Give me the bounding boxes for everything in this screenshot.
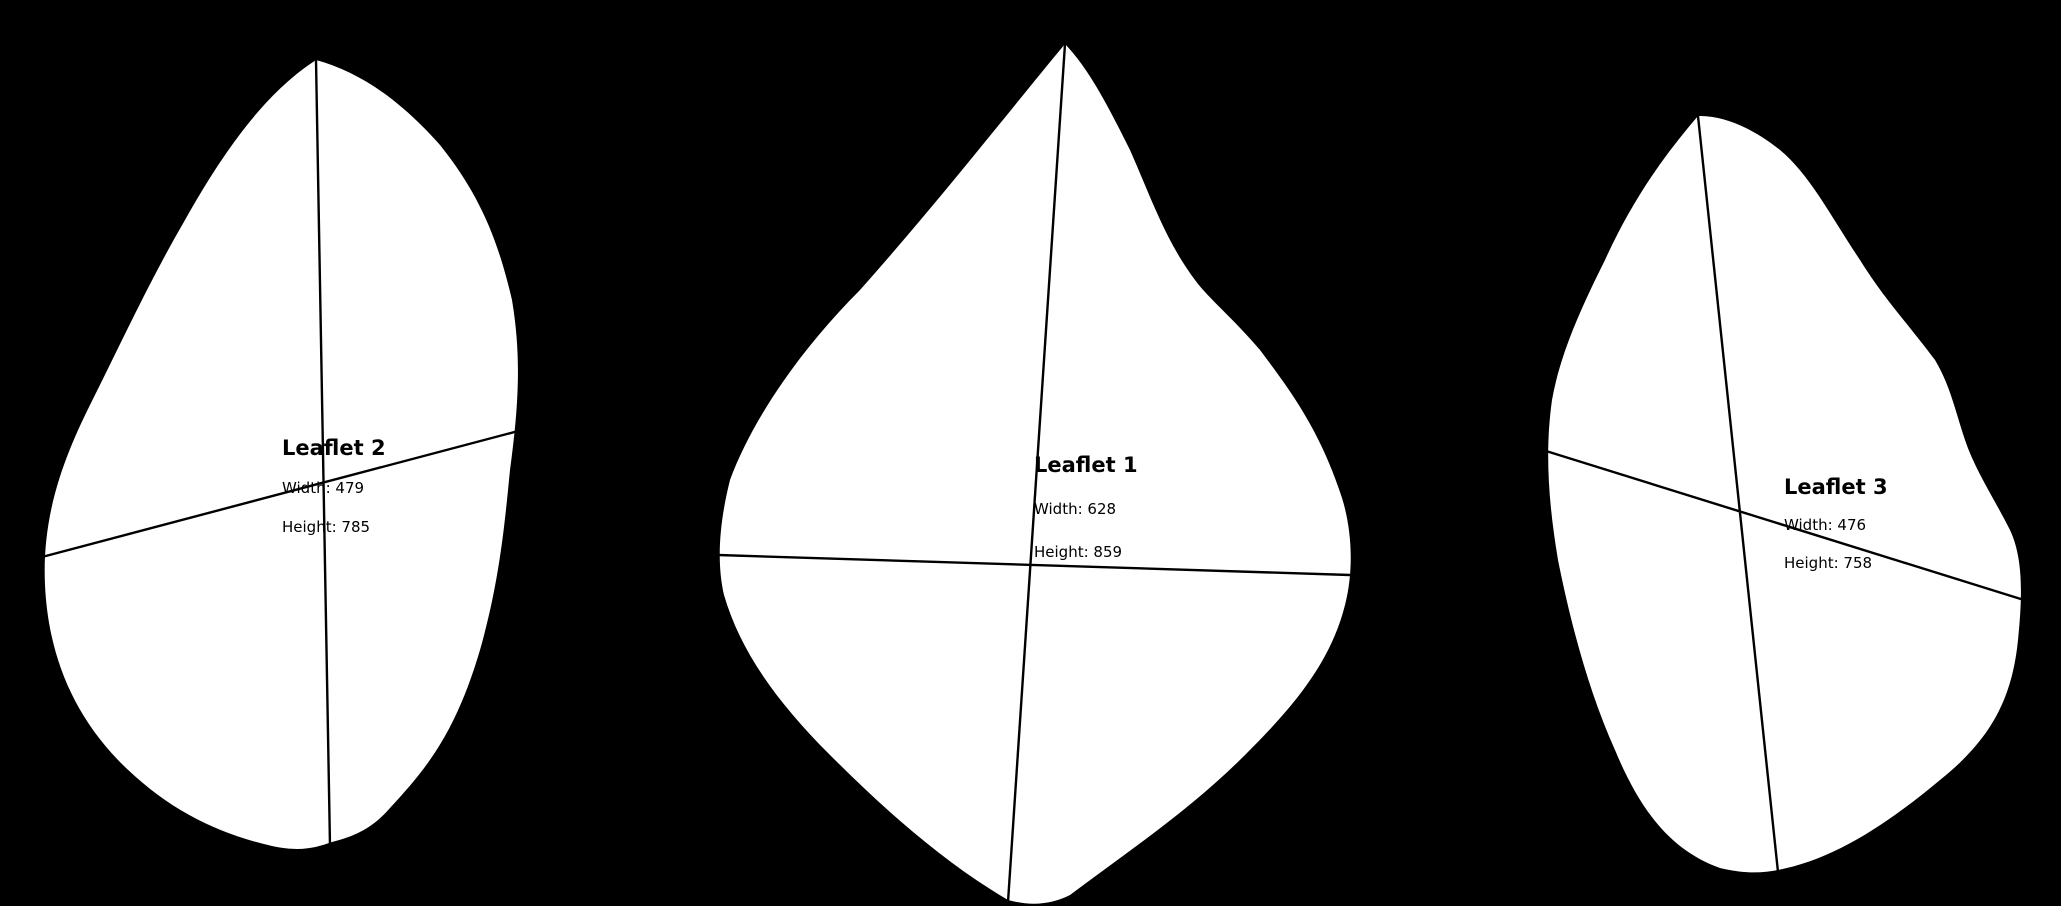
leaflet-2-height-value: Height: 785 <box>282 518 370 536</box>
leaflet-3-width-value: Width: 476 <box>1784 516 1866 534</box>
leaflet-3-height-value: Height: 758 <box>1784 554 1872 572</box>
leaflet-1-width-value: Width: 628 <box>1034 500 1116 518</box>
leaflet-1-label: Leaflet 1 <box>1034 453 1138 477</box>
leaflet-2-width-value: Width: 479 <box>282 479 364 497</box>
leaflet-3-label: Leaflet 3 <box>1784 475 1888 499</box>
leaflet-2-label: Leaflet 2 <box>282 436 386 460</box>
leaflet-1-height-value: Height: 859 <box>1034 543 1122 561</box>
